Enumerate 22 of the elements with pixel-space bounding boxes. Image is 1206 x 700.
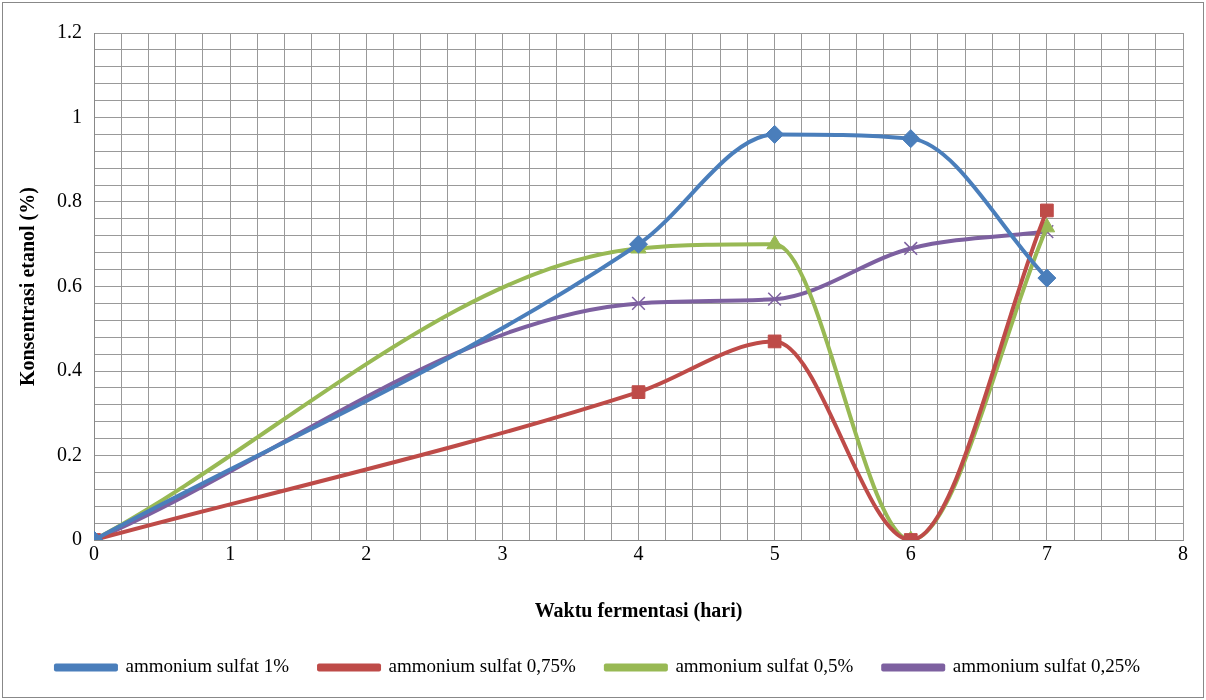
legend-label: ammonium sulfat 0,25% <box>952 655 1141 677</box>
y-tick-label: 0.2 <box>57 442 82 465</box>
y-tick-label: 1.2 <box>57 20 82 43</box>
x-axis-title: Waktu fermentasi (hari) <box>534 599 743 623</box>
x-tick-label: 3 <box>497 542 508 565</box>
legend-label: ammonium sulfat 0,75% <box>388 655 577 677</box>
x-tick-label: 2 <box>361 542 372 565</box>
x-tick-label: 4 <box>633 542 644 565</box>
y-tick-label: 1 <box>72 104 82 127</box>
x-tick-label: 5 <box>769 542 780 565</box>
x-tick-label: 7 <box>1041 542 1052 565</box>
x-tick-label: 1 <box>225 542 236 565</box>
legend-label: ammonium sulfat 0,5% <box>675 655 854 677</box>
x-tick-label: 6 <box>905 542 916 565</box>
y-tick-label: 0.8 <box>57 189 82 212</box>
y-axis-title: Konsentrasi etanol (%) <box>16 187 40 386</box>
y-tick-label: 0 <box>72 527 82 550</box>
x-tick-label: 0 <box>89 542 99 565</box>
y-tick-label: 0.4 <box>57 358 82 381</box>
legend-label: ammonium sulfat 1% <box>125 655 290 677</box>
x-tick-label: 8 <box>1178 542 1188 565</box>
y-tick-label: 0.6 <box>57 273 82 296</box>
